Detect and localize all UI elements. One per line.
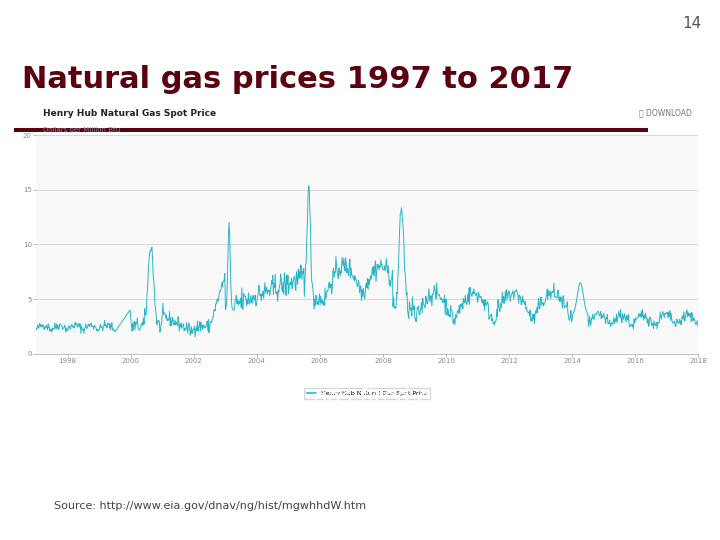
Text: Source: http://www.eia.gov/dnav/ng/hist/mgwhhdW.htm: Source: http://www.eia.gov/dnav/ng/hist/… [54, 501, 366, 511]
Text: ⤓ DOWNLOAD: ⤓ DOWNLOAD [639, 109, 692, 118]
Text: Henry Hub Natural Gas Spot Price: Henry Hub Natural Gas Spot Price [42, 109, 216, 118]
Text: Natural gas prices 1997 to 2017: Natural gas prices 1997 to 2017 [22, 65, 573, 94]
Text: Marginal cost for natural gas fired electricity
price in $/MWh is about 7-10 tim: Marginal cost for natural gas fired elec… [32, 388, 539, 462]
Text: 14: 14 [683, 16, 702, 31]
Text: Dollars per Million Btu: Dollars per Million Btu [42, 127, 120, 133]
Legend: Henry Hub Natural Gas Spot Price: Henry Hub Natural Gas Spot Price [305, 388, 431, 399]
